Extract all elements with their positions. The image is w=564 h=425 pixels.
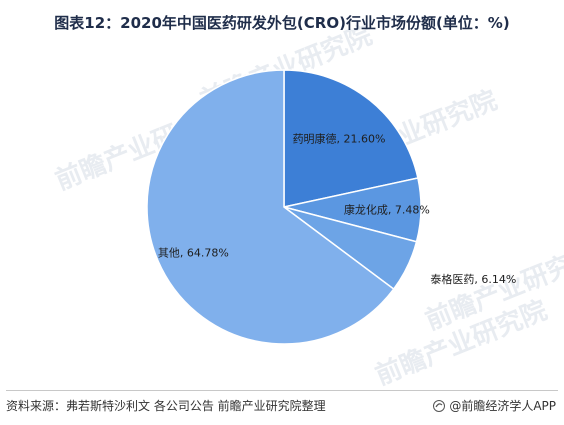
footer-divider — [6, 390, 558, 391]
app-label: @前瞻经济学人APP — [449, 399, 556, 413]
slice-label-2: 康龙化成, 7.48% — [344, 202, 430, 216]
pie-slices — [146, 69, 422, 345]
source-note: 资料来源：弗若斯特沙利文 各公司公告 前瞻产业研究院整理 — [6, 399, 326, 413]
app-logo-icon — [433, 399, 446, 412]
slice-label-3: 泰格医药, 6.14% — [430, 272, 516, 286]
chart-title: 图表12：2020年中国医药研发外包(CRO)行业市场份额(单位：%) — [54, 14, 510, 32]
pie-slice-4 — [146, 69, 395, 345]
app-credit: @前瞻经济学人APP — [433, 397, 556, 414]
slice-label-4: 其他, 64.78% — [158, 246, 229, 259]
pie-slice-1 — [283, 69, 419, 208]
pie-labels: 药明康德, 21.60% 康龙化成, 7.48% 泰格医药, 6.14% 其他, 64… — [158, 132, 516, 286]
slice-label-1: 药明康德, 21.60% — [293, 132, 386, 146]
